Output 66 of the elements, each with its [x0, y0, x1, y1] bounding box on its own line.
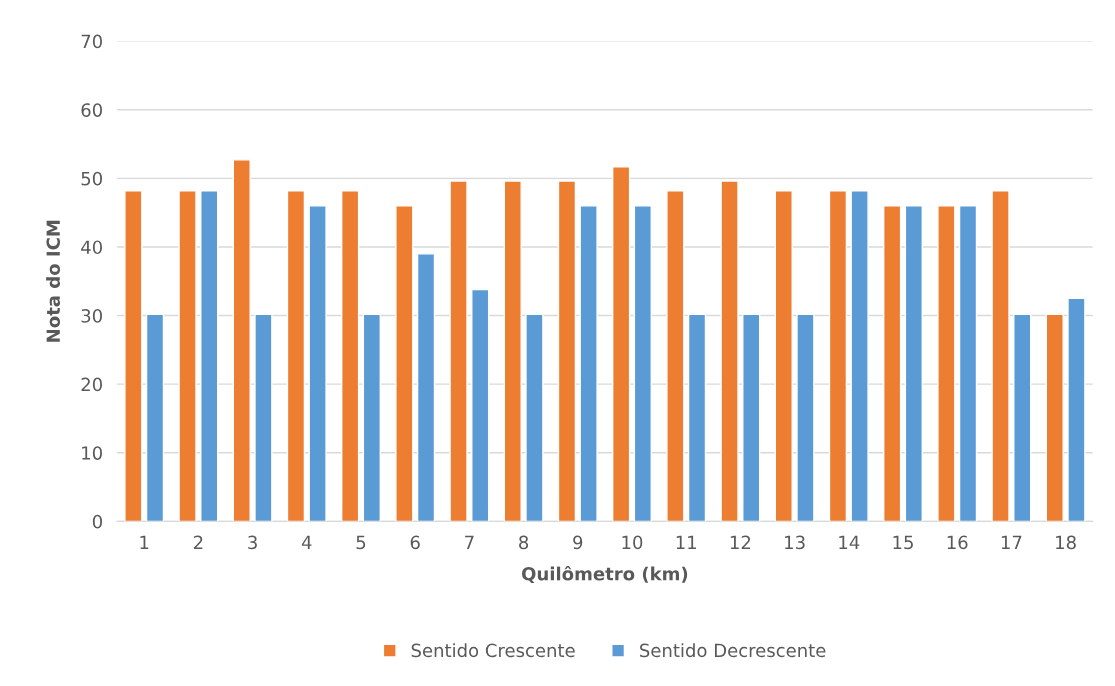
- bar: [991, 190, 1010, 522]
- y-tick-label: 40: [81, 240, 102, 255]
- y-tick-label: 0: [92, 514, 102, 529]
- bar: [742, 313, 761, 522]
- bar: [200, 190, 219, 522]
- y-tick-label: 10: [82, 446, 102, 460]
- bar: [633, 205, 652, 522]
- bar: [1013, 313, 1032, 522]
- bar: [124, 190, 143, 522]
- x-tick-label: 15: [893, 535, 913, 550]
- x-tick-label: 9: [573, 535, 583, 550]
- bar: [774, 190, 793, 522]
- bar: [308, 205, 327, 522]
- x-tick-label: 1: [140, 535, 149, 549]
- y-tick-label: 70: [81, 34, 102, 49]
- y-tick-label: 50: [81, 171, 102, 186]
- bar: [286, 190, 306, 522]
- y-tick-label: 30: [81, 309, 102, 323]
- bar: [958, 205, 978, 522]
- bar: [178, 190, 197, 522]
- bar: [471, 288, 490, 522]
- x-tick-label: 12: [730, 535, 751, 549]
- legend-label: Sentido Decrescente: [640, 643, 826, 658]
- bar: [1045, 313, 1064, 522]
- bar: [449, 180, 468, 522]
- bar: [503, 180, 522, 522]
- x-tick-label: 14: [839, 535, 860, 549]
- x-axis-title: Quilômetro (km): [521, 565, 688, 583]
- bar: [828, 190, 848, 522]
- bar: [720, 180, 739, 522]
- bar: [579, 205, 598, 522]
- bar: [145, 313, 165, 522]
- x-tick-label: 10: [622, 535, 643, 550]
- bar: [937, 205, 956, 522]
- bar: [796, 313, 815, 522]
- bar: [416, 253, 436, 522]
- bar: [525, 313, 544, 522]
- bar: [340, 190, 360, 522]
- bar: [362, 313, 381, 522]
- bar: [395, 205, 414, 522]
- x-tick-label: 6: [410, 535, 420, 550]
- x-tick-label: 17: [1001, 535, 1022, 549]
- y-axis-title: Nota do ICM: [46, 220, 61, 342]
- bar: [232, 159, 251, 522]
- bar: [611, 166, 631, 522]
- bar: [1067, 297, 1086, 522]
- x-tick-label: 7: [465, 535, 474, 549]
- x-tick-label: 5: [356, 535, 366, 550]
- bar: [850, 190, 869, 522]
- x-tick-label: 4: [301, 535, 312, 549]
- x-tick-label: 3: [248, 535, 257, 550]
- x-tick-label: 8: [519, 535, 529, 550]
- bar: [254, 313, 273, 522]
- x-tick-label: 13: [785, 535, 805, 550]
- x-tick-label: 18: [1056, 535, 1076, 550]
- x-tick-label: 2: [193, 535, 203, 549]
- bar: [666, 190, 685, 522]
- x-tick-label: 16: [947, 535, 968, 550]
- bar: [687, 313, 707, 522]
- legend-label: Sentido Crescente: [411, 643, 575, 658]
- y-tick-label: 60: [81, 103, 102, 117]
- y-tick-label: 20: [81, 377, 102, 392]
- bar: [883, 205, 902, 522]
- x-tick-label: 11: [676, 535, 697, 549]
- bar: [904, 205, 923, 522]
- bar: [557, 180, 577, 522]
